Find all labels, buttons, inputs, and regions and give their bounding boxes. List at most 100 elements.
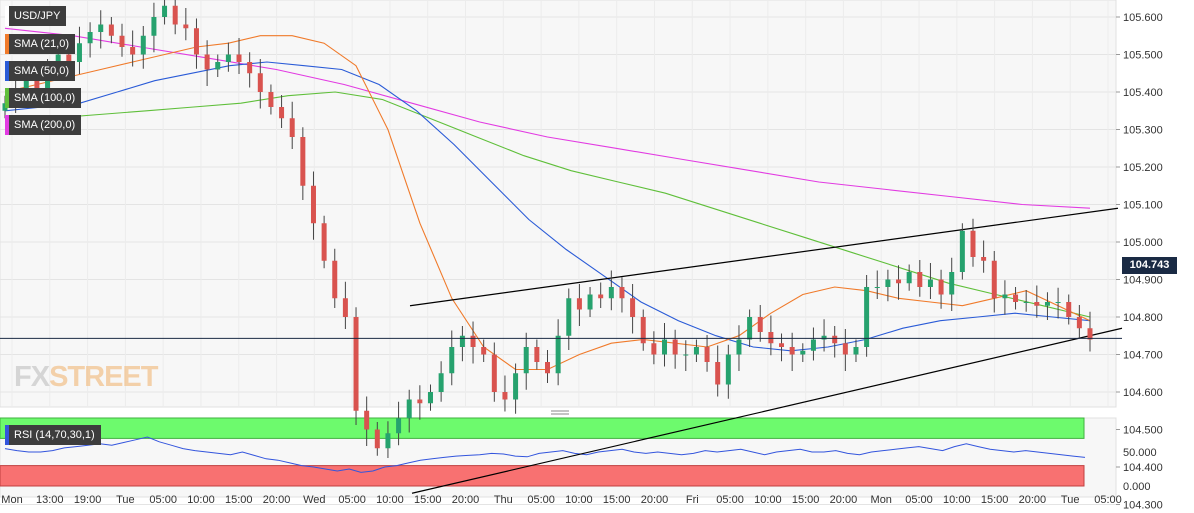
candle: [662, 323, 668, 367]
candle: [651, 331, 657, 365]
candle: [130, 30, 136, 67]
candle: [385, 421, 391, 458]
candle: [513, 363, 519, 414]
candle: [587, 287, 593, 317]
candle: [417, 385, 423, 420]
sma-200-line: [4, 27, 1091, 209]
candle: [523, 332, 529, 390]
candle: [906, 264, 912, 291]
price-axis: 105.600 105.500 105.400 105.300 105.200 105.1…: [1116, 12, 1163, 512]
price-tick-label: 105.400: [1123, 87, 1163, 99]
candle: [1055, 287, 1061, 319]
time-tick-label: 15:00: [981, 494, 1009, 506]
candle: [1066, 294, 1072, 325]
candle-body: [130, 47, 136, 55]
sma-50-line: [4, 61, 1091, 352]
panel-splitter[interactable]: [551, 410, 569, 415]
price-tick-label: 105.600: [1123, 12, 1163, 24]
candle: [151, 2, 157, 53]
time-tick-label: Fri: [686, 494, 699, 506]
candle-body: [332, 260, 338, 299]
candle: [300, 127, 306, 200]
candle-body: [247, 62, 253, 74]
candle-body: [310, 185, 316, 224]
time-tick-label: 20:00: [452, 494, 480, 506]
candle-body: [832, 335, 838, 344]
candle-body: [545, 362, 550, 374]
sma-50-label: SMA (50,0): [5, 61, 76, 81]
candle: [406, 389, 412, 433]
candle-body: [566, 298, 572, 336]
candle: [1023, 290, 1029, 312]
candle: [364, 396, 370, 446]
time-tick-label: 05:00: [527, 494, 555, 506]
candle-body: [704, 347, 710, 362]
rsi-tick-label: 0.000: [1123, 481, 1151, 493]
candle-body: [225, 54, 231, 62]
time-tick-label: 10:00: [376, 494, 404, 506]
candle-body: [662, 339, 668, 355]
candle: [821, 319, 827, 352]
candle: [789, 332, 795, 371]
time-tick-label: 15:00: [792, 494, 820, 506]
price-tick-label: 104.300: [1123, 500, 1163, 512]
candle: [353, 307, 359, 425]
symbol-text: USD/JPY: [14, 10, 61, 22]
candle-body: [151, 17, 157, 36]
candle-body: [204, 54, 210, 70]
candle: [768, 315, 774, 356]
candle-body: [810, 339, 816, 351]
time-tick-label: Thu: [494, 494, 513, 506]
candle-body: [534, 347, 540, 362]
candle-body: [736, 339, 742, 355]
candle-body: [1066, 302, 1072, 317]
candle-body: [34, 77, 40, 89]
candle: [853, 339, 859, 362]
candle: [683, 340, 689, 371]
fxstreet-logo: FXSTREET: [14, 361, 158, 394]
candle-body: [651, 343, 657, 355]
price-tick-label: 104.500: [1123, 425, 1163, 437]
candle-body: [693, 347, 699, 355]
candle: [1034, 285, 1040, 318]
sma-50-text: SMA (50,0): [14, 65, 70, 77]
rsi-panel: [0, 417, 1117, 498]
price-tick-label: 105.300: [1123, 125, 1163, 137]
candle: [119, 23, 125, 57]
candle-body: [76, 43, 82, 62]
candle-body: [821, 335, 827, 340]
logo-part-1: FX: [14, 361, 50, 393]
time-tick-label: 20:00: [830, 494, 858, 506]
candle-body: [289, 118, 295, 137]
candle-body: [789, 347, 795, 355]
candle: [959, 223, 965, 280]
time-tick-label: 10:00: [943, 494, 971, 506]
candle: [183, 8, 189, 41]
candle: [576, 284, 582, 326]
candle-body: [906, 272, 912, 284]
time-tick-label: 15:00: [603, 494, 631, 506]
candle-body: [364, 410, 370, 430]
candle: [715, 345, 721, 397]
price-tick-label: 105.000: [1123, 237, 1163, 249]
time-tick-label: Mon: [1, 494, 22, 506]
candle: [76, 26, 82, 74]
candle-body: [874, 287, 880, 288]
candle-body: [981, 257, 987, 261]
time-tick-label: 20:00: [263, 494, 291, 506]
candle: [832, 326, 838, 358]
wedge-channel: [409, 207, 1123, 494]
candle-body: [927, 279, 933, 287]
time-tick-label: Mon: [871, 494, 892, 506]
candle-body: [1023, 302, 1029, 303]
candle: [885, 269, 891, 302]
candle-body: [321, 223, 327, 261]
candle: [672, 329, 678, 369]
candle-body: [300, 137, 306, 186]
price-tick-label: 104.600: [1123, 387, 1163, 399]
candle-body: [215, 62, 221, 70]
candle-body: [470, 335, 476, 347]
candle-body: [630, 298, 636, 317]
last-price-tag: 104.743: [1122, 257, 1177, 274]
